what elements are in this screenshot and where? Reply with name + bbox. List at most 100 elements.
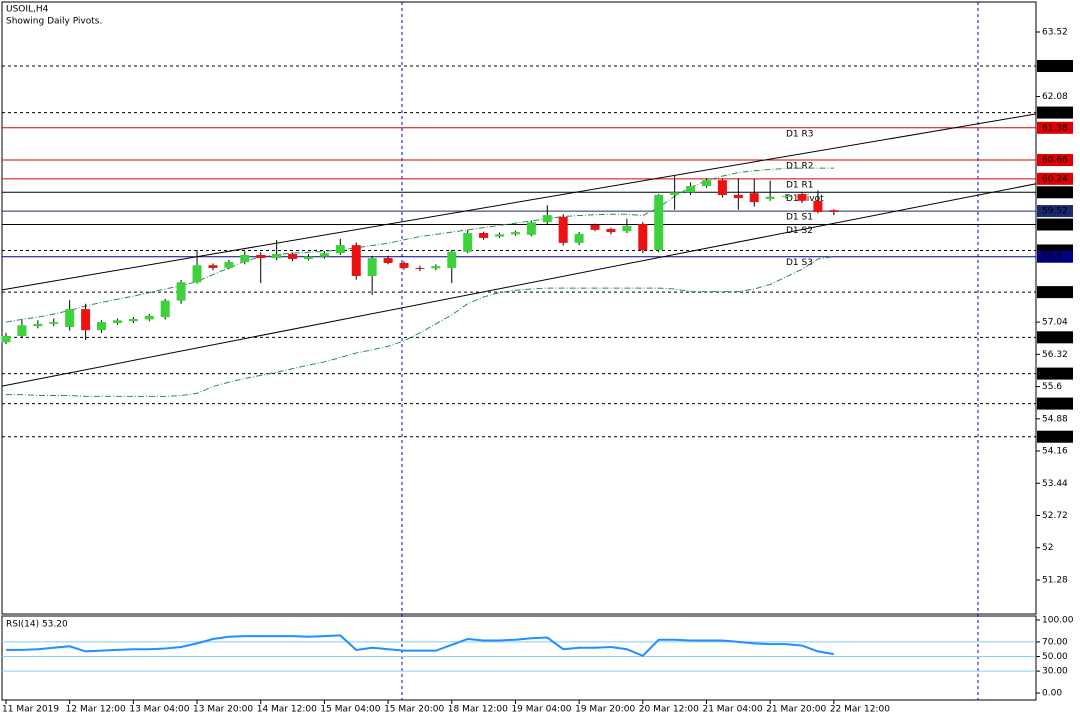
price-box-label: 58.5	[1042, 252, 1062, 262]
price-box	[1037, 286, 1073, 299]
y-tick-label: 54.16	[1042, 447, 1068, 457]
candle-body	[447, 251, 457, 268]
candle-body	[495, 234, 505, 237]
x-tick-label: 20 Mar 12:00	[639, 705, 699, 715]
candle-body	[112, 320, 122, 323]
pivot-label: D1 S1	[786, 213, 813, 223]
candle-body	[749, 193, 759, 203]
y-tick-label: 57.04	[1042, 318, 1068, 328]
price-box-label: 59.94	[1042, 188, 1068, 198]
candle-body	[33, 323, 43, 327]
pivot-label: D1 R3	[786, 129, 814, 139]
candle-body	[192, 265, 202, 283]
price-box-label: 57.71	[1042, 288, 1068, 298]
price-box-label: 54.48	[1042, 432, 1068, 442]
x-tick-label: 19 Mar 04:00	[511, 705, 571, 715]
price-box-label: 55.89	[1042, 369, 1068, 379]
y-tick-label: 62.08	[1042, 92, 1068, 102]
candle-body	[65, 309, 75, 328]
candle-body	[303, 256, 313, 259]
y-tick-label: 52.72	[1042, 511, 1068, 521]
x-tick-label: 21 Mar 04:00	[702, 705, 762, 715]
y-tick-label: 55.6	[1042, 382, 1062, 392]
price-box-label: 56.7	[1042, 333, 1062, 343]
candle-body	[479, 233, 489, 238]
y-tick-label: 56.32	[1042, 350, 1068, 360]
x-tick-label: 12 Mar 12:00	[66, 705, 126, 715]
x-tick-label: 21 Mar 20:00	[766, 705, 826, 715]
price-box	[1037, 218, 1073, 231]
candle-body	[638, 224, 648, 251]
candle-body	[733, 194, 743, 199]
price-box-label: 62.76	[1042, 62, 1068, 72]
y-tick-label: 51.28	[1042, 575, 1068, 585]
y-tick-label: 63.52	[1042, 27, 1068, 37]
price-box	[1037, 397, 1073, 410]
candle-body	[399, 263, 409, 268]
rsi-line	[6, 634, 835, 657]
plot-layer: 63.52 62.08 57.04 56.32 55.6 54.88 54.16 53.44 5…	[1, 27, 1074, 715]
candle-body	[367, 258, 377, 276]
candle-body	[797, 194, 807, 201]
y-tick-label: 70.00	[1042, 637, 1068, 647]
candle-body	[256, 254, 266, 259]
candle-body	[510, 232, 520, 235]
pivot-label: D1 S2	[786, 226, 813, 236]
trend-line	[1, 183, 1037, 387]
x-tick-label: 18 Mar 12:00	[448, 705, 508, 715]
price-box	[1037, 331, 1073, 344]
candle-body	[526, 222, 536, 235]
price-box	[1037, 106, 1073, 119]
candle-body	[574, 233, 584, 243]
pivot-label: D1 R1	[786, 180, 814, 190]
price-box	[1037, 367, 1073, 380]
x-tick-label: 13 Mar 20:00	[193, 705, 253, 715]
candle-body	[829, 210, 839, 212]
x-tick-label: 14 Mar 12:00	[257, 705, 317, 715]
candle-body	[208, 265, 218, 268]
x-tick-label: 22 Mar 12:00	[830, 705, 890, 715]
price-box	[1037, 186, 1073, 199]
candle-body	[128, 318, 138, 322]
pivot-label: D1 R2	[786, 162, 814, 172]
y-tick-label: 53.44	[1042, 479, 1068, 489]
y-tick-label: 100.00	[1042, 616, 1074, 626]
price-box-label: 59.52	[1042, 207, 1068, 217]
candle-body	[701, 180, 711, 187]
candle-body	[558, 216, 568, 243]
candle-body	[717, 180, 727, 195]
candle-body	[606, 228, 616, 233]
x-tick-label: 19 Mar 20:00	[575, 705, 635, 715]
price-box	[1037, 60, 1073, 73]
price-box-label: 61.38	[1042, 123, 1068, 133]
x-tick-label: 11 Mar 2019	[2, 705, 59, 715]
candle-body	[415, 267, 425, 269]
chart-title: USOIL,H4	[6, 5, 49, 15]
candle-body	[240, 254, 250, 263]
candle-body	[622, 225, 632, 232]
candle-body	[463, 233, 473, 252]
trend-line	[1, 113, 1037, 291]
candle-body	[81, 309, 91, 331]
y-tick-label: 30.00	[1042, 667, 1068, 677]
price-box	[1037, 430, 1073, 443]
candle-body	[813, 200, 823, 212]
candle-body	[431, 266, 441, 269]
candle-body	[144, 315, 154, 320]
candle-body	[1, 335, 11, 343]
candle-body	[49, 322, 59, 324]
y-tick-label: 50.00	[1042, 652, 1068, 662]
price-box-label: 59.22	[1042, 220, 1068, 230]
chart-subtitle: Showing Daily Pivots.	[6, 17, 102, 27]
x-tick-label: 13 Mar 04:00	[129, 705, 189, 715]
price-box-label: 60.24	[1042, 174, 1068, 184]
candle-body	[176, 282, 186, 301]
candle-body	[590, 224, 600, 230]
candle-body	[17, 325, 27, 336]
envelope-band	[5, 167, 834, 323]
main-pane	[1, 1, 1037, 615]
price-box	[1037, 154, 1073, 167]
candle-body	[383, 258, 393, 264]
x-tick-label: 15 Mar 04:00	[320, 705, 380, 715]
envelope-band	[6, 256, 834, 397]
